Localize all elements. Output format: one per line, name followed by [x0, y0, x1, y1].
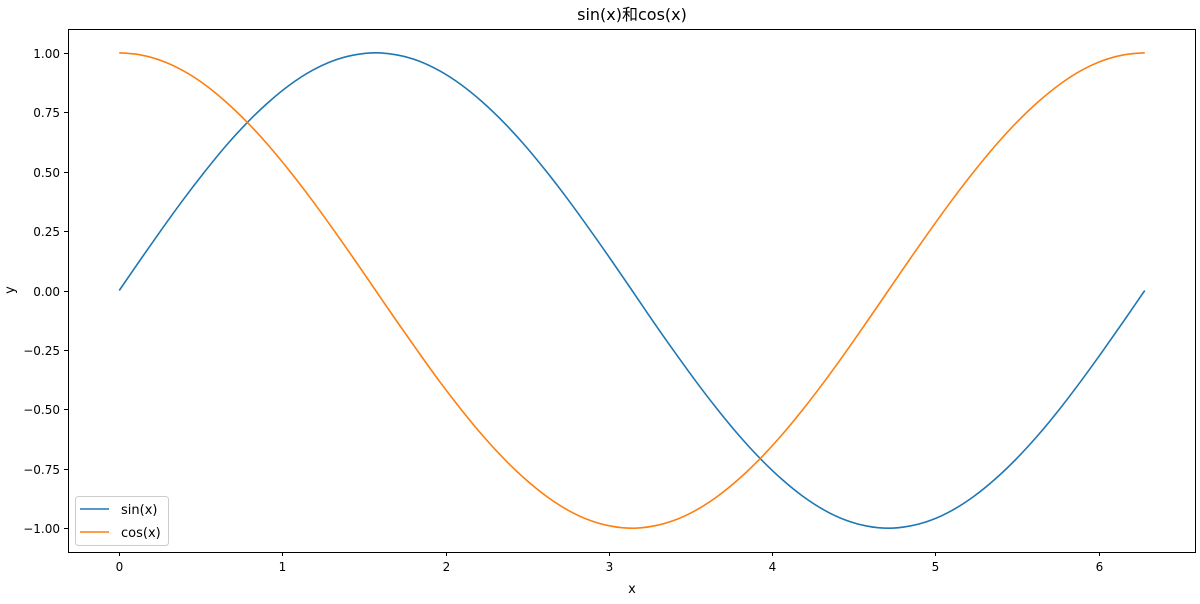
x-axis-label: x	[628, 582, 636, 597]
y-tick-label: −0.50	[23, 403, 60, 417]
y-tick-label: 0.00	[33, 285, 60, 299]
x-tick-label: 6	[1096, 560, 1104, 574]
x-tick-label: 2	[443, 560, 451, 574]
y-tick-label: −0.25	[23, 344, 60, 358]
axes-frame	[68, 29, 1196, 553]
x-tick-label: 0	[116, 560, 124, 574]
chart-title: sin(x)和cos(x)	[577, 5, 687, 24]
legend-sin-label: sin(x)	[121, 503, 157, 518]
x-tick-label: 5	[932, 560, 940, 574]
cos-series-line	[119, 51, 1145, 530]
y-tick-label: −0.75	[23, 463, 60, 477]
x-tick-label: 3	[606, 560, 614, 574]
y-axis-label: y	[3, 286, 18, 294]
y-tick-label: 0.25	[33, 225, 60, 239]
x-tick-label: 4	[769, 560, 777, 574]
sin-series-line	[118, 51, 1146, 530]
legend-cos-label: cos(x)	[121, 526, 161, 541]
x-tick-label: 1	[279, 560, 287, 574]
y-tick-label: −1.00	[23, 522, 60, 536]
y-tick-label: 1.00	[33, 47, 60, 61]
y-tick-label: 0.50	[33, 166, 60, 180]
y-tick-label: 0.75	[33, 106, 60, 120]
legend: sin(x) cos(x)	[75, 496, 169, 546]
